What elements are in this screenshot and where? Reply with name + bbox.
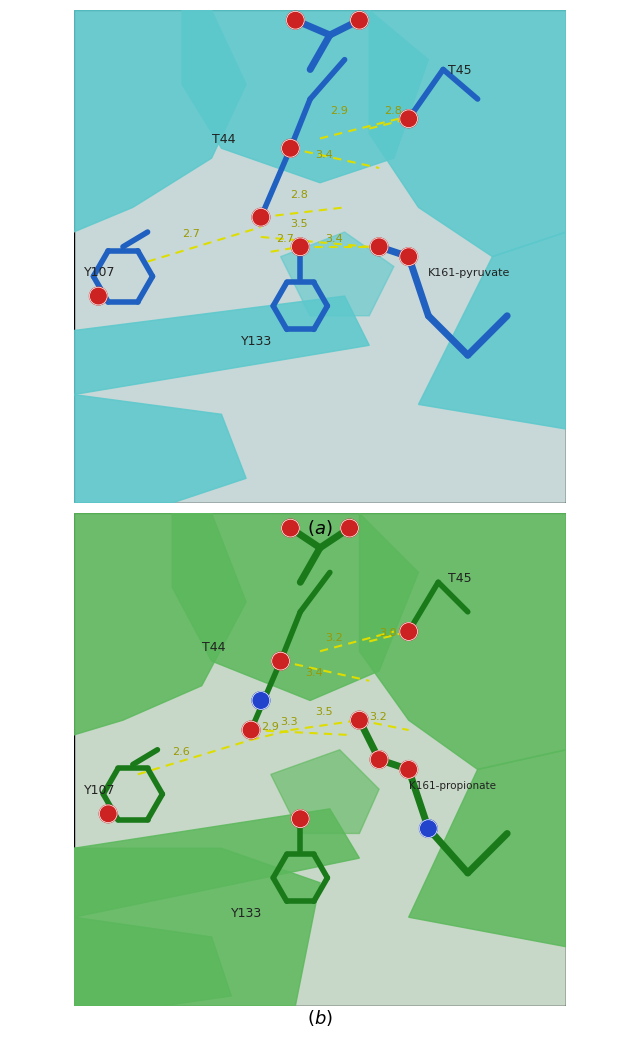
Polygon shape — [74, 297, 369, 394]
Polygon shape — [409, 750, 566, 947]
Text: 2.8: 2.8 — [384, 106, 402, 116]
Circle shape — [351, 711, 368, 729]
Text: T44: T44 — [212, 134, 235, 146]
Circle shape — [351, 11, 368, 29]
Polygon shape — [74, 809, 360, 917]
Text: 3.5: 3.5 — [315, 707, 333, 718]
Circle shape — [272, 652, 289, 670]
Circle shape — [291, 810, 309, 828]
Circle shape — [90, 287, 108, 305]
Text: K161-propionate: K161-propionate — [409, 781, 495, 791]
Circle shape — [252, 208, 269, 226]
Text: 3.0: 3.0 — [379, 628, 397, 639]
Circle shape — [252, 692, 269, 709]
Circle shape — [291, 237, 309, 256]
Circle shape — [340, 520, 358, 537]
Polygon shape — [74, 394, 246, 503]
Text: Y107: Y107 — [84, 784, 115, 797]
Circle shape — [282, 520, 300, 537]
Text: $(a)$: $(a)$ — [307, 518, 333, 538]
Polygon shape — [74, 513, 246, 735]
Text: 3.2: 3.2 — [325, 634, 342, 643]
Polygon shape — [280, 232, 394, 315]
Text: K161-pyruvate: K161-pyruvate — [428, 269, 511, 278]
Text: 3.4: 3.4 — [325, 234, 342, 244]
Text: 2.6: 2.6 — [172, 747, 190, 757]
Circle shape — [400, 622, 417, 641]
Text: Y133: Y133 — [241, 335, 273, 348]
Circle shape — [400, 248, 417, 265]
Polygon shape — [271, 750, 379, 834]
Text: 3.5: 3.5 — [291, 219, 308, 229]
Polygon shape — [419, 232, 566, 429]
Circle shape — [242, 721, 260, 739]
FancyBboxPatch shape — [74, 10, 566, 503]
Text: 3.2: 3.2 — [369, 712, 387, 722]
Circle shape — [400, 110, 417, 128]
Text: 3.3: 3.3 — [280, 718, 298, 727]
Polygon shape — [369, 10, 566, 257]
Text: Y107: Y107 — [84, 267, 115, 279]
Circle shape — [287, 11, 304, 29]
Text: 3.4: 3.4 — [305, 668, 323, 678]
Text: 2.9: 2.9 — [330, 106, 348, 116]
Text: 2.7: 2.7 — [276, 234, 294, 244]
Text: 2.9: 2.9 — [261, 722, 279, 732]
Polygon shape — [172, 513, 419, 701]
Polygon shape — [74, 10, 246, 232]
Circle shape — [371, 237, 388, 256]
Text: 2.8: 2.8 — [291, 190, 308, 199]
FancyBboxPatch shape — [74, 513, 566, 1006]
Text: T45: T45 — [448, 64, 472, 78]
Text: T45: T45 — [448, 572, 472, 585]
Circle shape — [99, 805, 117, 822]
Text: 2.7: 2.7 — [182, 229, 200, 239]
Polygon shape — [74, 848, 320, 1006]
Polygon shape — [182, 10, 428, 183]
Text: Y133: Y133 — [231, 907, 262, 920]
Polygon shape — [360, 513, 566, 769]
Circle shape — [282, 139, 300, 158]
Circle shape — [371, 751, 388, 768]
Circle shape — [419, 819, 437, 838]
Text: T44: T44 — [202, 641, 225, 654]
Circle shape — [400, 760, 417, 779]
Text: 3.4: 3.4 — [315, 150, 333, 160]
Text: $(b)$: $(b)$ — [307, 1008, 333, 1028]
Polygon shape — [74, 917, 231, 1006]
